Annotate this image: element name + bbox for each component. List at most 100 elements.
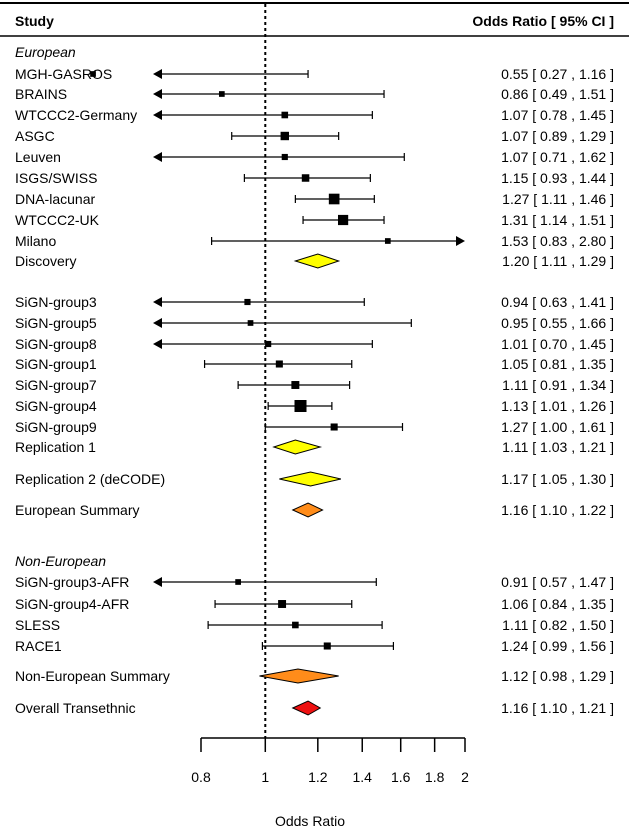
- ci-arrow-left-2: [153, 110, 162, 120]
- or-ci-text-11: 0.95 [ 0.55 , 1.66 ]: [501, 315, 614, 331]
- or-ci-text-24: 1.12 [ 0.98 , 1.29 ]: [501, 668, 614, 684]
- point-estimate-1: [218, 91, 225, 97]
- study-label-16: SiGN-group9: [15, 419, 97, 435]
- study-label-20: SiGN-group3-AFR: [15, 574, 129, 590]
- point-estimate-14: [291, 381, 300, 389]
- point-estimate-23: [323, 642, 331, 650]
- ci-arrow-left-10: [153, 297, 162, 307]
- point-estimate-13: [275, 360, 283, 368]
- or-ci-text-2: 1.07 [ 0.78 , 1.45 ]: [501, 107, 614, 123]
- study-label-11: SiGN-group5: [15, 315, 97, 331]
- plot-layer: European Non-European MGH-GASROS 0.55 [ 0.2…: [15, 4, 614, 829]
- or-ci-text-7: 1.31 [ 1.14 , 1.51 ]: [501, 212, 614, 228]
- study-column-header: Study: [15, 13, 54, 29]
- or-ci-text-3: 1.07 [ 0.89 , 1.29 ]: [501, 128, 614, 144]
- group-label-0: European: [15, 44, 76, 60]
- point-estimate-10: [244, 298, 251, 306]
- point-estimate-21: [278, 600, 287, 608]
- study-label-19: European Summary: [15, 502, 140, 518]
- or-ci-text-16: 1.27 [ 1.00 , 1.61 ]: [501, 419, 614, 435]
- point-estimate-20: [235, 579, 241, 585]
- study-label-13: SiGN-group1: [15, 356, 97, 372]
- x-tick-label-0: 0.8: [191, 769, 211, 785]
- or-ci-text-18: 1.17 [ 1.05 , 1.30 ]: [501, 471, 614, 487]
- or-ci-text-23: 1.24 [ 0.99 , 1.56 ]: [501, 638, 614, 654]
- point-estimate-6: [328, 193, 340, 205]
- point-estimate-0: [90, 71, 96, 77]
- study-label-23: RACE1: [15, 638, 62, 654]
- odds-ratio-column-header: Odds Ratio [ 95% CI ]: [472, 13, 614, 29]
- x-tick-label-4: 1.6: [391, 769, 411, 785]
- study-label-2: WTCCC2-Germany: [15, 107, 137, 123]
- summary-diamond-18: [279, 471, 341, 487]
- point-estimate-8: [384, 238, 391, 244]
- study-label-22: SLESS: [15, 617, 60, 633]
- x-axis-title: Odds Ratio: [275, 813, 345, 829]
- summary-diamond-24: [259, 668, 339, 684]
- or-ci-text-19: 1.16 [ 1.10 , 1.22 ]: [501, 502, 614, 518]
- summary-diamond-17: [272, 439, 323, 455]
- x-tick-label-1: 1: [261, 769, 269, 785]
- study-label-14: SiGN-group7: [15, 377, 97, 393]
- study-label-9: Discovery: [15, 253, 76, 269]
- point-estimate-12: [265, 340, 272, 348]
- point-estimate-7: [337, 214, 349, 226]
- x-tick-label-6: 2: [461, 769, 469, 785]
- study-label-17: Replication 1: [15, 439, 96, 455]
- ci-arrow-left-4: [153, 152, 162, 162]
- or-ci-text-17: 1.11 [ 1.03 , 1.21 ]: [502, 439, 614, 455]
- or-ci-text-15: 1.13 [ 1.01 , 1.26 ]: [501, 398, 614, 414]
- or-ci-text-6: 1.27 [ 1.11 , 1.46 ]: [502, 191, 614, 207]
- or-ci-text-5: 1.15 [ 0.93 , 1.44 ]: [501, 170, 614, 186]
- study-label-1: BRAINS: [15, 86, 67, 102]
- point-estimate-4: [281, 153, 288, 161]
- or-ci-text-1: 0.86 [ 0.49 , 1.51 ]: [501, 86, 614, 102]
- study-label-10: SiGN-group3: [15, 294, 97, 310]
- or-ci-text-20: 0.91 [ 0.57 , 1.47 ]: [501, 574, 614, 590]
- study-label-12: SiGN-group8: [15, 336, 97, 352]
- point-estimate-16: [330, 423, 338, 431]
- summary-diamond-25: [291, 700, 322, 716]
- ci-arrow-left-11: [153, 318, 162, 328]
- or-ci-text-8: 1.53 [ 0.83 , 2.80 ]: [501, 233, 614, 249]
- or-ci-text-10: 0.94 [ 0.63 , 1.41 ]: [501, 294, 614, 310]
- summary-diamond-19: [291, 502, 324, 518]
- study-label-24: Non-European Summary: [15, 668, 170, 684]
- point-estimate-3: [280, 131, 289, 141]
- study-label-5: ISGS/SWISS: [15, 170, 97, 186]
- ci-arrow-left-1: [153, 89, 162, 99]
- or-ci-text-9: 1.20 [ 1.11 , 1.29 ]: [502, 253, 614, 269]
- study-label-18: Replication 2 (deCODE): [15, 471, 165, 487]
- or-ci-text-22: 1.11 [ 0.82 , 1.50 ]: [502, 617, 614, 633]
- or-ci-text-14: 1.11 [ 0.91 , 1.34 ]: [502, 377, 614, 393]
- point-estimate-22: [292, 621, 299, 629]
- study-label-0: MGH-GASROS: [15, 66, 112, 82]
- point-estimate-5: [301, 174, 310, 182]
- point-estimate-2: [281, 111, 289, 119]
- summary-diamond-9: [293, 253, 341, 269]
- ci-arrow-left-12: [153, 339, 162, 349]
- x-tick-label-5: 1.8: [425, 769, 445, 785]
- or-ci-text-21: 1.06 [ 0.84 , 1.35 ]: [501, 596, 614, 612]
- study-label-8: Milano: [15, 233, 56, 249]
- point-estimate-15: [294, 400, 307, 412]
- study-label-4: Leuven: [15, 149, 61, 165]
- study-label-6: DNA-lacunar: [15, 191, 95, 207]
- ci-arrow-left-0: [153, 69, 162, 79]
- ci-arrow-left-20: [153, 577, 162, 587]
- x-tick-label-3: 1.4: [353, 769, 373, 785]
- ci-arrow-right-8: [456, 236, 465, 246]
- point-estimate-11: [247, 320, 254, 326]
- or-ci-text-25: 1.16 [ 1.10 , 1.21 ]: [501, 700, 614, 716]
- study-label-25: Overall Transethnic: [15, 700, 136, 716]
- study-label-21: SiGN-group4-AFR: [15, 596, 129, 612]
- or-ci-text-4: 1.07 [ 0.71 , 1.62 ]: [501, 149, 614, 165]
- group-label-1: Non-European: [15, 553, 106, 569]
- study-label-3: ASGC: [15, 128, 55, 144]
- x-tick-label-2: 1.2: [308, 769, 328, 785]
- or-ci-text-13: 1.05 [ 0.81 , 1.35 ]: [501, 356, 614, 372]
- study-label-15: SiGN-group4: [15, 398, 97, 414]
- study-label-7: WTCCC2-UK: [15, 212, 100, 228]
- or-ci-text-0: 0.55 [ 0.27 , 1.16 ]: [501, 66, 614, 82]
